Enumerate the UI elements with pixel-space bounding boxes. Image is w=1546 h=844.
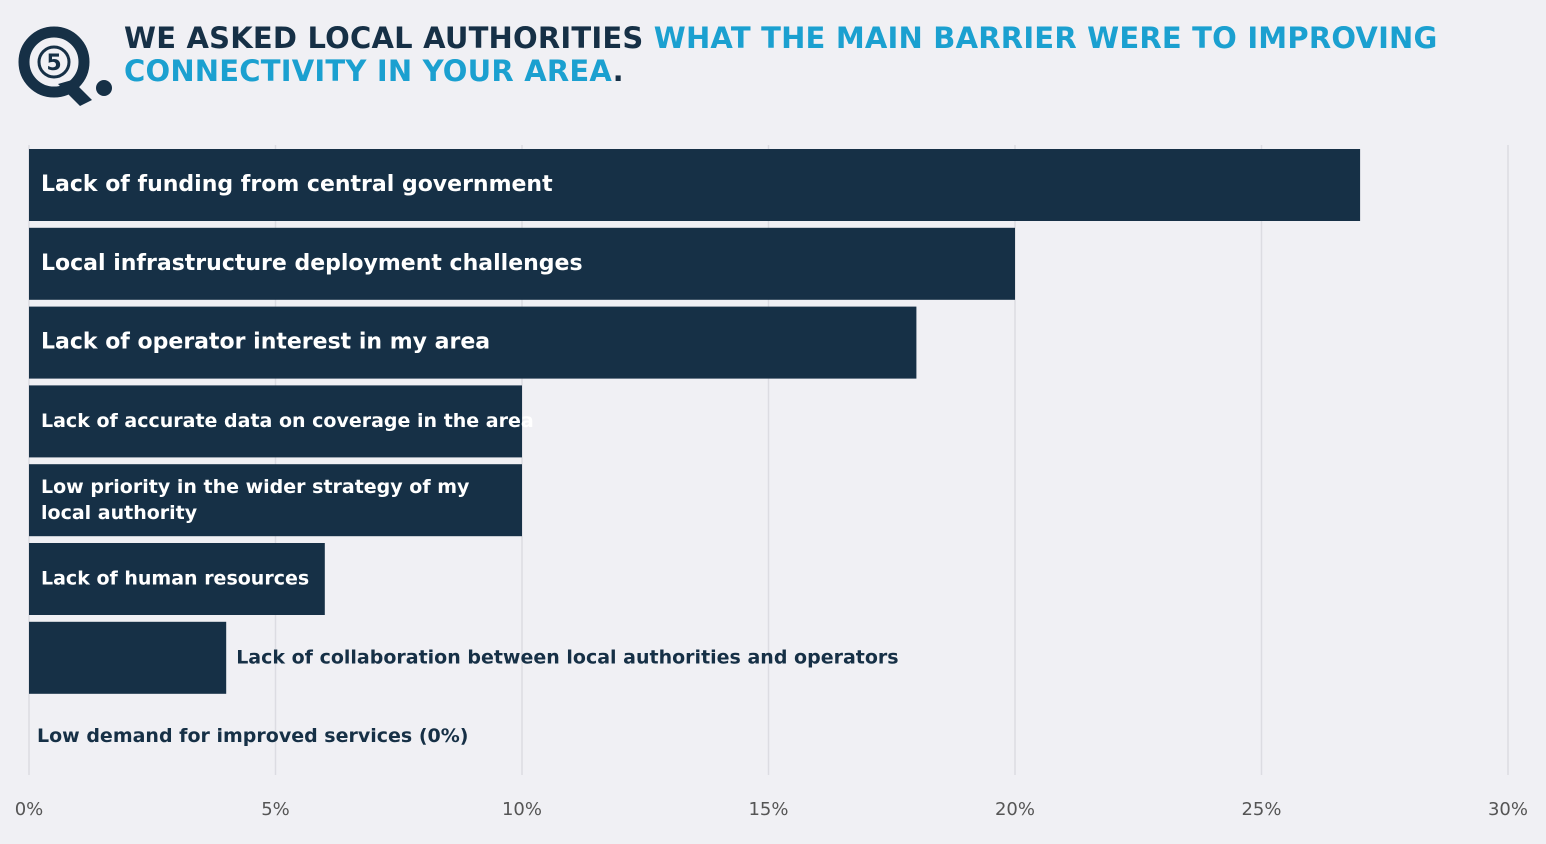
bar-label: Local infrastructure deployment challeng… [41, 251, 583, 276]
question-number: 5 [46, 51, 61, 76]
bar-label: Lack of funding from central government [41, 172, 553, 197]
bar-label: Lack of human resources [41, 568, 309, 590]
x-tick-label: 5% [261, 799, 290, 820]
bar-label: Low demand for improved services (0%) [37, 725, 468, 747]
page-title: WE ASKED LOCAL AUTHORITIES WHAT THE MAIN… [124, 22, 1546, 88]
x-tick-label: 0% [15, 799, 44, 820]
bar [29, 149, 1361, 221]
title-highlight: WHAT THE MAIN BARRIER WERE TO IMPROVING … [124, 21, 1438, 88]
x-tick-label: 10% [502, 799, 542, 820]
title-part-1: WE ASKED LOCAL AUTHORITIES [124, 21, 654, 55]
x-tick-label: 30% [1488, 799, 1528, 820]
bar [29, 227, 1015, 300]
bar [29, 621, 227, 694]
bar [29, 543, 325, 615]
question-5-logo: 5 [18, 26, 112, 106]
bar [29, 464, 522, 537]
bar-label: Lack of accurate data on coverage in the… [41, 410, 534, 432]
x-tick-label: 25% [1241, 799, 1281, 820]
bar-label: Lack of collaboration between local auth… [236, 646, 898, 668]
bar-label: Lack of operator interest in my area [41, 330, 490, 355]
bar [29, 385, 522, 458]
bar [29, 306, 917, 379]
x-tick-label: 20% [995, 799, 1035, 820]
bar-label: Low priority in the wider strategy of my… [41, 476, 470, 524]
x-tick-label: 15% [748, 799, 788, 820]
title-end: . [612, 54, 624, 88]
